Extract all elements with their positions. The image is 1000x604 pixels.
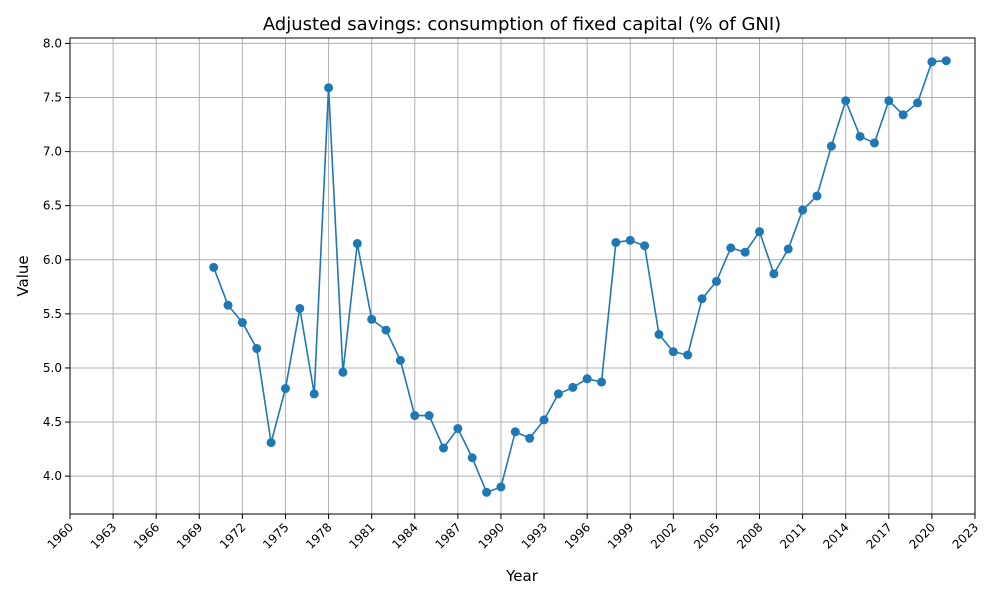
data-point [338,367,348,377]
data-point [640,241,650,251]
data-point [352,239,362,249]
data-point [726,243,736,253]
data-point [711,276,721,286]
data-point [884,96,894,106]
data-point [755,227,765,237]
y-tick-label: 5.5 [43,307,62,321]
data-point [869,138,879,148]
data-point [798,205,808,215]
data-point [769,269,779,279]
y-tick-label: 8.0 [43,36,62,50]
data-point [424,411,434,421]
data-point [654,329,664,339]
data-point [252,343,262,353]
data-point [683,350,693,360]
data-point [209,262,219,272]
data-point [913,98,923,108]
plot-frame [69,37,976,515]
data-point [367,314,377,324]
data-point [841,96,851,106]
data-point [381,325,391,335]
data-point [496,482,506,492]
y-axis-label: Value [14,255,32,296]
data-point [525,433,535,443]
y-tick-label: 4.5 [43,415,62,429]
data-point [898,110,908,120]
data-point [410,411,420,421]
data-point [553,389,563,399]
data-point [783,244,793,254]
data-point [697,294,707,304]
data-point [826,141,836,151]
series-line [212,59,947,494]
data-point [927,57,937,67]
data-point [855,131,865,141]
data-point [309,389,319,399]
data-point [941,56,951,66]
data-point [280,384,290,394]
data-point [668,347,678,357]
data-point [568,382,578,392]
data-point [453,424,463,434]
data-point [812,191,822,201]
data-point [510,427,520,437]
y-tick-label: 5.0 [43,361,62,375]
data-point [324,83,334,93]
data-point [482,487,492,497]
data-point [295,303,305,313]
data-point [237,318,247,328]
data-point [539,415,549,425]
y-tick-label: 6.0 [43,253,62,267]
y-tick-label: 7.5 [43,91,62,105]
data-point [597,377,607,387]
data-point [438,443,448,453]
y-tick-label: 4.0 [43,469,62,483]
data-point [611,237,621,247]
y-tick-label: 7.0 [43,145,62,159]
data-point [266,438,276,448]
data-point [625,235,635,245]
data-point [223,300,233,310]
data-point [582,374,592,384]
data-point [467,453,477,463]
data-point [395,355,405,365]
y-tick-label: 6.5 [43,199,62,213]
x-axis-label: Year [505,567,539,585]
chart-title: Adjusted savings: consumption of fixed c… [263,14,781,35]
data-point [740,247,750,257]
